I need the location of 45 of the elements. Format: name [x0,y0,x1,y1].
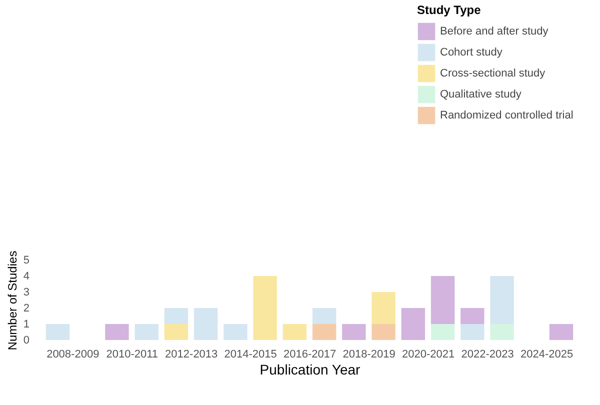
bar [460,324,484,340]
bar [282,324,307,340]
x-tick-label: 2024-2025 [520,348,574,360]
bar [194,308,218,340]
y-tick-label: 2 [23,302,30,314]
bar [312,308,336,324]
x-tick-label: 2014-2015 [224,348,277,360]
bar [401,308,426,340]
bar [460,308,484,324]
bar [164,308,188,324]
x-tick-label: 2016-2017 [284,348,336,360]
x-tick-label: 2020-2021 [402,348,455,360]
legend-label: Cohort study [440,46,503,58]
x-axis-title: Publication Year [260,362,361,378]
bar [134,324,158,340]
bar [549,324,574,340]
bar [312,324,336,340]
bar [490,276,514,324]
y-tick-label: 1 [23,318,30,330]
bar [372,324,396,340]
x-tick-label: 2012-2013 [165,348,218,360]
y-axis-title: Number of Studies [5,250,20,350]
bar [372,292,396,324]
bar [253,276,277,340]
y-tick-label: 5 [23,254,30,266]
legend-title: Study Type [417,3,482,17]
bar [164,324,188,340]
y-tick-label: 4 [23,270,30,282]
bar [490,324,514,340]
legend-label: Qualitative study [440,88,522,100]
bar [46,324,70,340]
y-tick-label: 3 [23,286,30,298]
legend-label: Randomized controlled trial [440,110,574,122]
x-tick-label: 2010-2011 [106,348,158,360]
bar [342,324,366,340]
x-tick-label: 2008-2009 [46,348,100,360]
bar [430,276,455,324]
bar [224,324,248,340]
y-tick-label: 0 [23,334,30,346]
legend-label: Before and after study [440,26,549,38]
x-tick-label: 2018-2019 [342,348,396,360]
legend-label: Cross-sectional study [440,68,546,80]
bar [105,324,129,340]
x-tick-label: 2022-2023 [461,348,514,360]
bar [430,324,455,340]
